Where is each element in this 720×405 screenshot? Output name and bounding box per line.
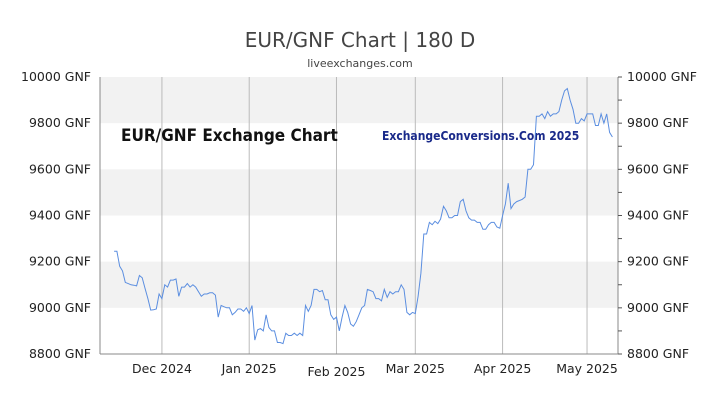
y-tick-label-left: 9600 GNF xyxy=(29,161,91,176)
y-tick-label-right: 9200 GNF xyxy=(627,254,689,269)
x-tick-label: May 2025 xyxy=(556,361,618,376)
y-tick-label-right: 9800 GNF xyxy=(627,115,689,130)
watermark-right: ExchangeConversions.Com 2025 xyxy=(382,129,579,143)
grid-band xyxy=(100,77,618,124)
y-tick-label-left: 9800 GNF xyxy=(29,115,91,130)
watermark-left: EUR/GNF Exchange Chart xyxy=(121,126,338,146)
x-tick-label: Dec 2024 xyxy=(132,361,192,376)
y-tick-label-right: 8800 GNF xyxy=(627,346,689,361)
y-tick-label-left: 10000 GNF xyxy=(21,69,91,84)
y-axis-labels-right: 8800 GNF 9000 GNF 9200 GNF 9400 GNF 9600 GNF… xyxy=(627,69,697,361)
y-tick-label-right: 9600 GNF xyxy=(627,161,689,176)
grid-band xyxy=(100,169,618,216)
y-axis-labels-left: 8800 GNF 9000 GNF 9200 GNF 9400 GNF 9600 GNF… xyxy=(21,69,91,361)
x-tick-label: Apr 2025 xyxy=(474,361,531,376)
y-tick-label-right: 10000 GNF xyxy=(627,69,697,84)
x-tick-label: Feb 2025 xyxy=(308,364,366,379)
series-line xyxy=(114,87,613,345)
horizontal-bands xyxy=(100,77,618,308)
y-tick-label-left: 9400 GNF xyxy=(29,208,91,223)
chart-subtitle: liveexchanges.com xyxy=(307,57,412,70)
y-tick-label-right: 9400 GNF xyxy=(627,208,689,223)
y-tick-label-left: 9000 GNF xyxy=(29,300,91,315)
grid-band xyxy=(100,261,618,308)
y-tick-label-right: 9000 GNF xyxy=(627,300,689,315)
chart-title: EUR/GNF Chart | 180 D xyxy=(245,28,476,52)
y-tick-label-left: 9200 GNF xyxy=(29,254,91,269)
y-tick-label-left: 8800 GNF xyxy=(29,346,91,361)
x-tick-label: Mar 2025 xyxy=(386,361,445,376)
x-axis-labels: Dec 2024 Jan 2025 Feb 2025 Mar 2025 Apr 2025… xyxy=(132,361,618,379)
axes xyxy=(99,76,622,355)
x-tick-label: Jan 2025 xyxy=(221,361,277,376)
